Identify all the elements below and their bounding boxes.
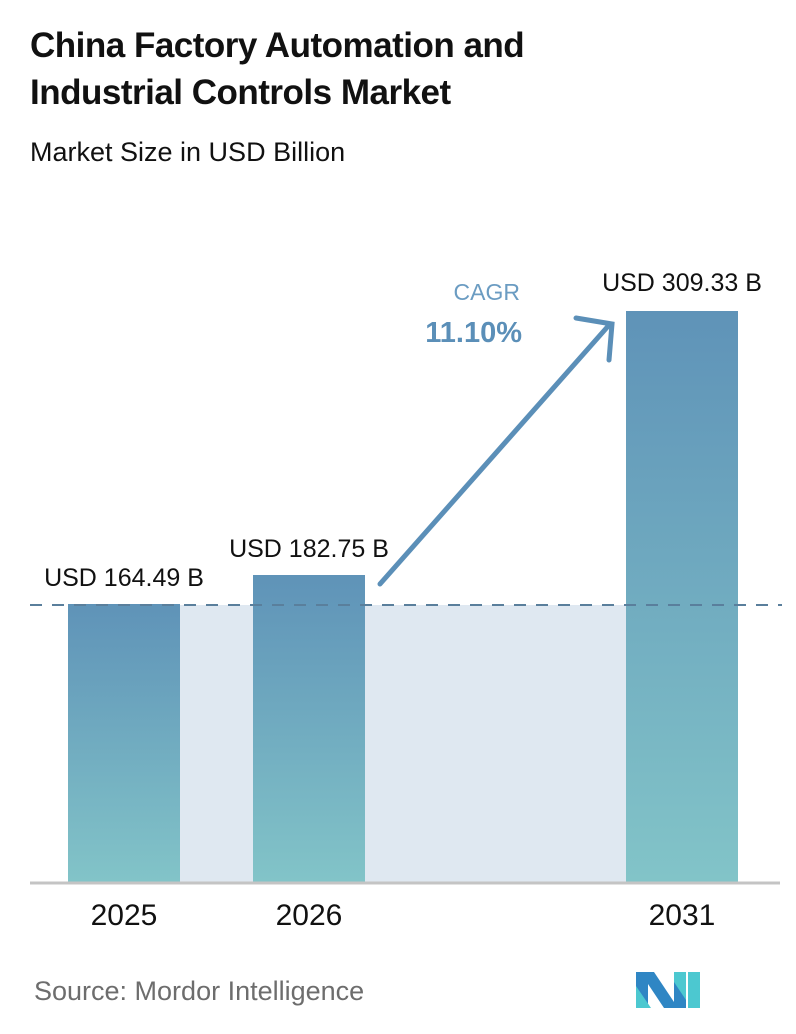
x-tick-2026: 2026 (276, 899, 343, 932)
bar-2025 (68, 604, 180, 882)
cagr-value: 11.10% (425, 317, 522, 349)
chart-title: China Factory Automation and Industrial … (30, 22, 770, 116)
cagr-label: CAGR (454, 279, 520, 305)
chart-subtitle: Market Size in USD Billion (30, 137, 346, 167)
title-line-1: China Factory Automation and (30, 26, 525, 65)
bar-label-2031: USD 309.33 B (602, 269, 762, 297)
title-line-2: Industrial Controls Market (30, 73, 451, 112)
source-note: Source: Mordor Intelligence (34, 976, 365, 1006)
bar-2031 (626, 311, 738, 882)
x-tick-2031: 2031 (649, 899, 716, 932)
mordor-logo-icon (636, 972, 700, 1008)
x-tick-2025: 2025 (91, 899, 158, 932)
bar-label-2026: USD 182.75 B (229, 535, 389, 563)
bar-label-2025: USD 164.49 B (44, 564, 204, 592)
reference-band (180, 605, 626, 882)
cagr-arrow-icon (377, 315, 615, 587)
bar-2026 (253, 575, 365, 882)
